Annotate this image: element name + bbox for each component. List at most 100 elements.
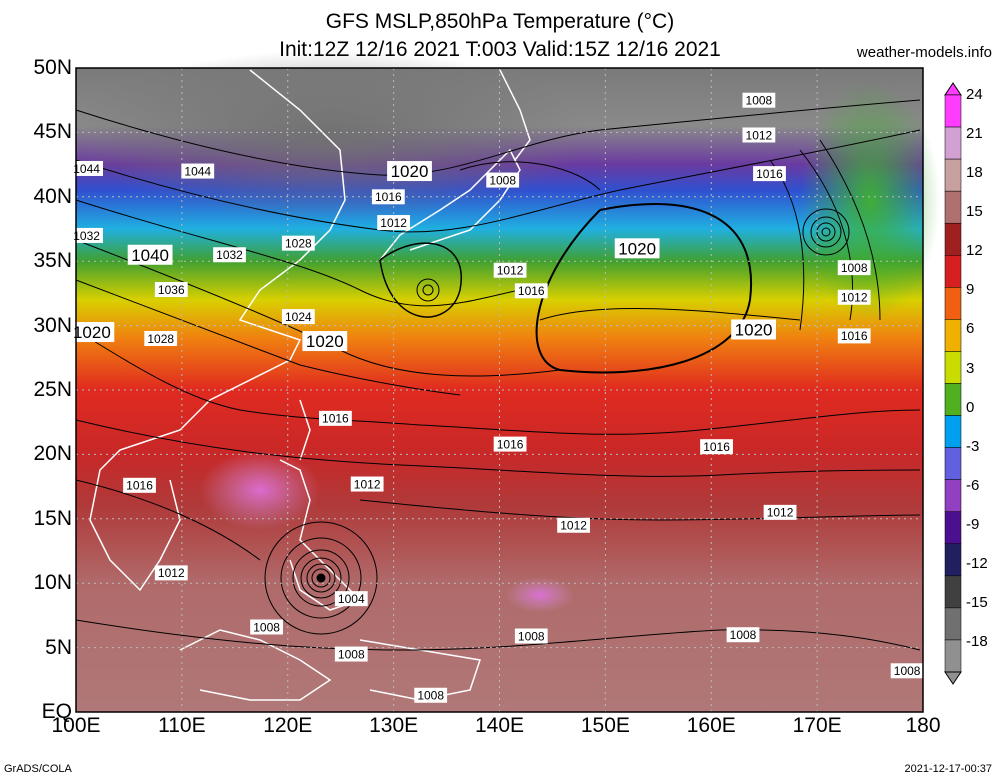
isobar-label: 1036 — [154, 282, 188, 298]
svg-text:1008: 1008 — [338, 647, 365, 661]
colorbar-swatch — [944, 158, 962, 192]
lon-tick-label: 100E — [51, 714, 101, 737]
svg-text:1016: 1016 — [756, 167, 783, 181]
isobar-label: 1008 — [486, 172, 520, 188]
colorbar-swatch — [944, 479, 962, 512]
svg-text:1012: 1012 — [746, 128, 773, 142]
svg-text:1008: 1008 — [253, 620, 280, 634]
colorbar-min-arrow — [944, 671, 962, 685]
isobar-label: 1020 — [69, 322, 115, 342]
cold-air-mass — [70, 50, 590, 220]
svg-text:1040: 1040 — [131, 246, 169, 265]
warm-pocket — [505, 577, 575, 613]
svg-text:1008: 1008 — [417, 689, 444, 703]
svg-text:1008: 1008 — [489, 173, 516, 187]
colorbar-max-arrow — [944, 82, 962, 96]
colorbar-label: -3 — [966, 437, 980, 455]
isobar-label: 1016 — [123, 477, 156, 493]
colorbar-label: -18 — [966, 633, 988, 650]
svg-text:1020: 1020 — [73, 323, 111, 342]
map-frame — [75, 67, 924, 713]
svg-text:1044: 1044 — [184, 164, 211, 178]
isobar-label: 1024 — [281, 309, 315, 325]
isobar-label: 1016 — [700, 439, 733, 455]
svg-text:1016: 1016 — [497, 437, 524, 451]
svg-text:1008: 1008 — [730, 628, 757, 642]
isobar-label: 1016 — [514, 283, 548, 299]
colorbar-swatch — [944, 94, 962, 128]
isobar-label: 1016 — [371, 189, 405, 205]
isobar-label: 1012 — [493, 262, 527, 278]
isobar-label: 1008 — [837, 260, 871, 276]
lat-tick-label: 20N — [33, 442, 72, 466]
svg-text:1044: 1044 — [73, 162, 100, 176]
warm-air-tongue — [800, 80, 940, 320]
svg-text:1016: 1016 — [703, 440, 730, 454]
colorbar-label: 3 — [966, 359, 975, 377]
isobar-label: 1008 — [334, 646, 368, 662]
colorbar-swatch — [944, 222, 962, 256]
isobar-label: 1040 — [127, 244, 173, 265]
chart-title: GFS MSLP,850hPa Temperature (°C) — [325, 10, 675, 33]
colorbar-swatch — [944, 543, 962, 577]
isobar-label: 1032 — [70, 227, 103, 243]
isobar-label: 1012 — [837, 289, 871, 305]
isobar-label: 1028 — [144, 330, 178, 346]
lon-tick-label: 140E — [474, 714, 525, 737]
isobar-label: 1012 — [763, 504, 797, 520]
svg-text:1012: 1012 — [841, 291, 868, 305]
lon-tick-label: 150E — [580, 714, 630, 737]
isobar-lines — [75, 99, 921, 651]
svg-text:1028: 1028 — [285, 236, 312, 250]
svg-text:1008: 1008 — [841, 261, 868, 275]
isobar-label: 1012 — [154, 565, 188, 581]
lat-tick-label: 30N — [33, 313, 72, 337]
isobar-label: 1008 — [742, 92, 776, 108]
lat-tick-label: 40N — [33, 184, 72, 208]
svg-text:1012: 1012 — [560, 519, 587, 533]
lon-tick-label: 130E — [369, 714, 419, 737]
colorbar-swatch — [944, 639, 962, 673]
colorbar-swatch — [944, 126, 962, 160]
lon-tick-label: 180 — [905, 714, 941, 737]
lat-tick-label: 15N — [33, 506, 72, 530]
svg-text:1012: 1012 — [158, 566, 185, 580]
isobar-label: 1012 — [377, 215, 411, 231]
colorbar-swatch — [944, 383, 962, 416]
colorbar-label: -12 — [966, 554, 988, 572]
colorbar-label: -6 — [966, 476, 980, 494]
isobar-label: 1044 — [70, 160, 103, 176]
svg-text:1016: 1016 — [322, 412, 349, 426]
lat-tick-label: 45N — [33, 120, 72, 144]
credit-text: GrADS/COLA — [4, 763, 72, 775]
svg-text:1024: 1024 — [285, 310, 312, 324]
colorbar-swatch — [944, 319, 962, 352]
svg-text:1012: 1012 — [380, 216, 407, 230]
isobar-label: 1008 — [890, 663, 924, 679]
svg-text:1016: 1016 — [375, 190, 402, 204]
svg-text:1020: 1020 — [618, 239, 656, 258]
lat-tick-label: 35N — [33, 249, 72, 273]
isobar-label: 1008 — [250, 619, 283, 635]
typhoon-center — [264, 521, 378, 635]
isobar-label: 1020 — [387, 161, 432, 181]
svg-text:1012: 1012 — [354, 477, 381, 491]
colorbar-label: 21 — [966, 125, 983, 143]
isobar-label: 1004 — [334, 591, 368, 607]
svg-text:1032: 1032 — [73, 229, 100, 243]
colorbar-label: 0 — [966, 398, 975, 416]
lon-tick-label: 160E — [686, 714, 736, 737]
isobar-labels: 1008 1012 1016 1020 1016 1008 1012 1044 1044 1040… — [69, 92, 924, 703]
svg-text:1020: 1020 — [735, 321, 773, 340]
colorbar-label: -9 — [966, 515, 980, 533]
colorbar-swatch — [944, 607, 962, 641]
isobar-label: 1016 — [753, 166, 786, 182]
svg-text:1020: 1020 — [391, 162, 429, 181]
colorbar-swatch — [944, 255, 962, 288]
svg-text:1028: 1028 — [147, 332, 174, 346]
colorbar-swatch — [944, 575, 962, 609]
isobar-label: 1020 — [731, 319, 776, 340]
isobar-label: 1020 — [302, 331, 348, 351]
colorbar-label: 9 — [966, 281, 975, 299]
lon-tick-label: 170E — [792, 714, 842, 737]
